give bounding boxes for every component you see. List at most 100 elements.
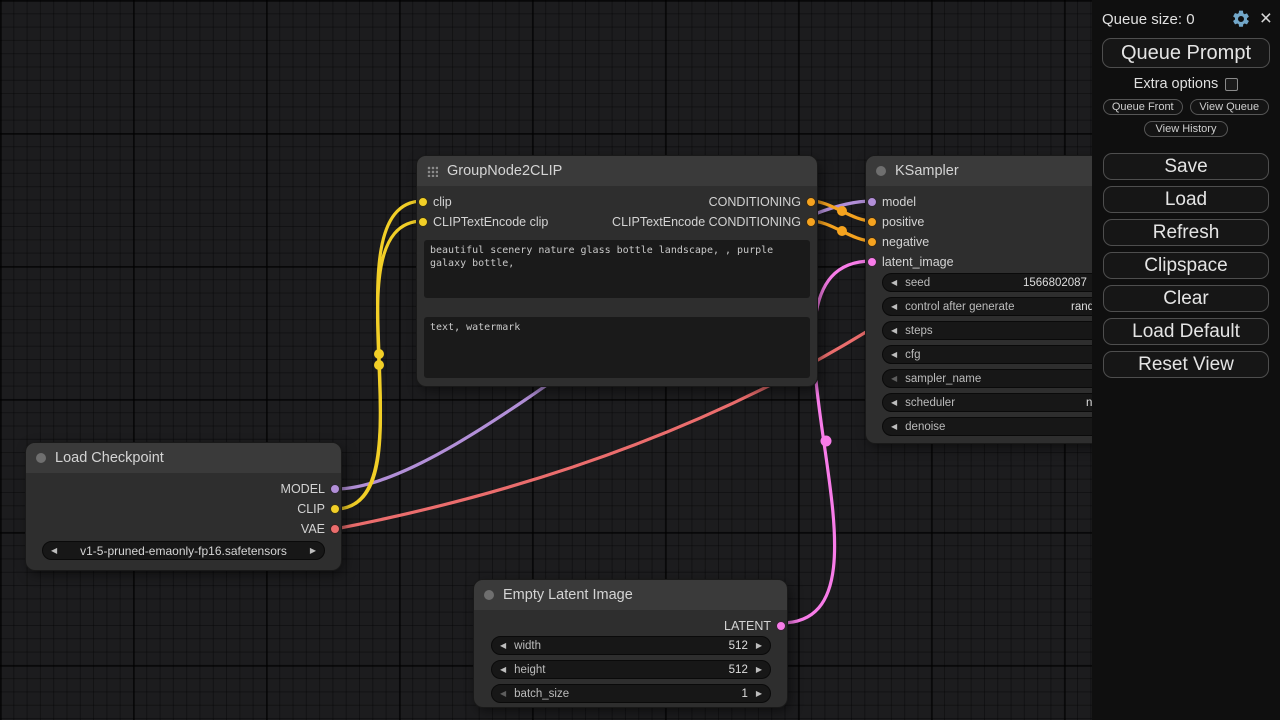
widget-ckpt-name[interactable]: ◀ v1-5-pruned-emaonly-fp16.safetensors ▶ (42, 541, 325, 560)
positive-prompt-textarea[interactable]: beautiful scenery nature glass bottle la… (424, 240, 810, 298)
widget-denoise[interactable]: ◀ denoise ▶ (882, 417, 1150, 436)
queue-prompt-button[interactable]: Queue Prompt (1102, 38, 1270, 68)
decrement-arrow-icon[interactable]: ◀ (891, 421, 898, 431)
decrement-arrow-icon[interactable]: ◀ (891, 397, 898, 407)
output-port-cliptextencode-conditioning[interactable] (806, 217, 816, 227)
port-row: positive (866, 212, 1166, 232)
widget-label: control after generate (905, 300, 1015, 313)
queue-front-button[interactable]: Queue Front (1103, 99, 1183, 115)
settings-gear-icon[interactable] (1231, 9, 1251, 29)
widget-label: height (514, 663, 546, 676)
wire-midpoint-dot (820, 435, 832, 447)
input-port-negative[interactable] (867, 237, 877, 247)
node-title-bar[interactable]: Load Checkpoint (26, 443, 341, 473)
increment-arrow-icon[interactable]: ▶ (755, 640, 762, 650)
decrement-arrow-icon[interactable]: ◀ (500, 688, 507, 698)
decrement-arrow-icon[interactable]: ◀ (891, 277, 898, 287)
clipspace-button[interactable]: Clipspace (1103, 252, 1269, 279)
decrement-arrow-icon[interactable]: ◀ (891, 325, 898, 335)
port-row: model (866, 192, 1166, 212)
prev-option-arrow-icon[interactable]: ◀ (51, 545, 58, 555)
output-label: MODEL (280, 482, 325, 496)
negative-prompt-textarea[interactable]: text, watermark (424, 317, 810, 378)
collapse-dot-icon[interactable] (876, 166, 886, 176)
node-title: Empty Latent Image (503, 587, 633, 603)
input-port-cliptextencode-clip[interactable] (418, 217, 428, 227)
view-history-button[interactable]: View History (1144, 121, 1228, 137)
collapse-dot-icon[interactable] (484, 590, 494, 600)
widget-height[interactable]: ◀ height 512 ▶ (491, 660, 771, 679)
view-queue-button[interactable]: View Queue (1189, 99, 1269, 115)
widget-label: width (514, 639, 542, 652)
wire-midpoint-dot (374, 349, 384, 359)
node-groupnode2clip[interactable]: GroupNode2CLIP clip CONDITIONING CLIPTex… (417, 156, 817, 386)
widget-value: 1566802087 (1023, 276, 1087, 289)
extra-options-label: Extra options (1133, 76, 1219, 92)
save-button[interactable]: Save (1103, 153, 1269, 180)
output-port-conditioning[interactable] (806, 197, 816, 207)
widget-label: batch_size (514, 687, 570, 700)
input-port-model[interactable] (867, 197, 877, 207)
output-label: VAE (300, 522, 325, 536)
close-icon[interactable]: × (1259, 7, 1272, 30)
input-label: positive (882, 215, 925, 229)
load-button[interactable]: Load (1103, 186, 1269, 213)
widget-width[interactable]: ◀ width 512 ▶ (491, 636, 771, 655)
input-label: latent_image (882, 255, 954, 269)
output-port-vae[interactable] (330, 524, 340, 534)
next-option-arrow-icon[interactable]: ▶ (309, 545, 316, 555)
load-default-button[interactable]: Load Default (1103, 318, 1269, 345)
wire-midpoint-dot (837, 206, 847, 216)
node-title: Load Checkpoint (55, 450, 164, 466)
output-port-latent[interactable] (776, 621, 786, 631)
collapse-dot-icon[interactable] (36, 453, 46, 463)
port-row: LATENT (474, 616, 787, 636)
clear-button[interactable]: Clear (1103, 285, 1269, 312)
decrement-arrow-icon[interactable]: ◀ (891, 349, 898, 359)
port-row: latent_image (866, 252, 1166, 272)
input-port-clip[interactable] (418, 197, 428, 207)
wire-midpoint-dot (837, 226, 847, 236)
widget-value: v1-5-pruned-emaonly-fp16.safetensors (80, 543, 287, 558)
input-label: CLIPTextEncode clip (433, 215, 549, 229)
decrement-arrow-icon[interactable]: ◀ (500, 640, 507, 650)
widget-steps[interactable]: ◀ steps ▶ (882, 321, 1150, 340)
wire-vae (333, 206, 1202, 531)
output-label: CONDITIONING (708, 195, 801, 209)
input-port-latent-image[interactable] (867, 257, 877, 267)
widget-label: steps (905, 324, 933, 337)
output-label: CLIPTextEncode CONDITIONING (612, 215, 801, 229)
node-empty-latent-image[interactable]: Empty Latent Image LATENT ◀ width 512 ▶ … (474, 580, 787, 707)
reset-view-button[interactable]: Reset View (1103, 351, 1269, 378)
port-row: MODEL (26, 479, 341, 499)
comfy-menu-panel: Queue size: 0 × Queue Prompt Extra optio… (1092, 0, 1280, 720)
output-port-model[interactable] (330, 484, 340, 494)
input-label: model (882, 195, 917, 209)
port-row: clip CONDITIONING (417, 192, 817, 212)
increment-arrow-icon[interactable]: ▶ (755, 688, 762, 698)
refresh-button[interactable]: Refresh (1103, 219, 1269, 246)
widget-batch-size[interactable]: ◀ batch_size 1 ▶ (491, 684, 771, 703)
port-row: negative (866, 232, 1166, 252)
widget-label: denoise (905, 420, 946, 433)
widget-label: cfg (905, 348, 921, 361)
widget-value: 1 (741, 687, 748, 700)
node-load-checkpoint[interactable]: Load Checkpoint MODEL CLIP VAE ◀ v1-5-pr… (26, 443, 341, 570)
node-title-bar[interactable]: GroupNode2CLIP (417, 156, 817, 186)
widget-value: 512 (728, 639, 748, 652)
node-title: GroupNode2CLIP (447, 163, 563, 179)
input-label: negative (882, 235, 930, 249)
decrement-arrow-icon[interactable]: ◀ (891, 301, 898, 311)
port-row: VAE (26, 519, 341, 539)
node-title-bar[interactable]: Empty Latent Image (474, 580, 787, 610)
extra-options-checkbox[interactable] (1225, 77, 1239, 91)
decrement-arrow-icon[interactable]: ◀ (500, 664, 507, 674)
input-port-positive[interactable] (867, 217, 877, 227)
increment-arrow-icon[interactable]: ▶ (755, 664, 762, 674)
widget-label: scheduler (905, 396, 956, 409)
widget-sampler-name[interactable]: ◀ sampler_name ▶ (882, 369, 1150, 388)
decrement-arrow-icon[interactable]: ◀ (891, 373, 898, 383)
output-port-clip[interactable] (330, 504, 340, 514)
queue-size-label: Queue size: 0 (1102, 10, 1195, 28)
